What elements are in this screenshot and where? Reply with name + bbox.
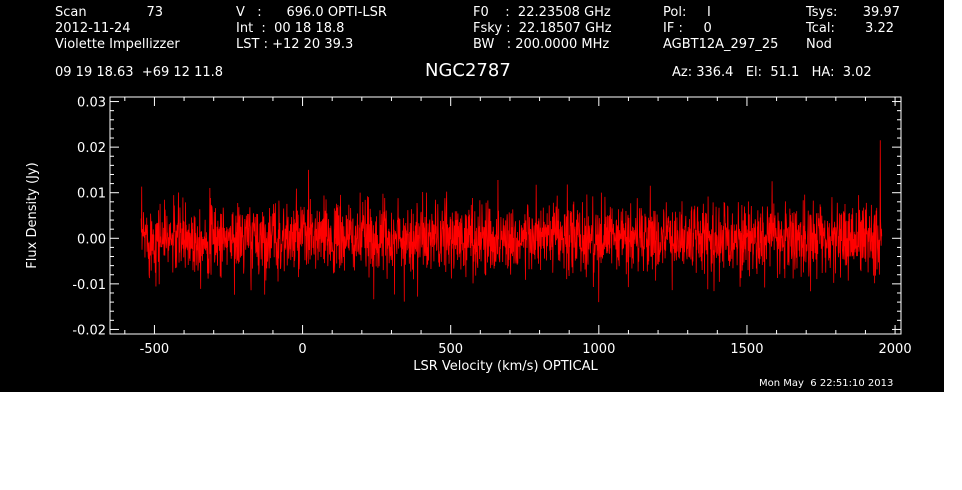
- scan-label: Scan: [55, 5, 87, 20]
- source-coordinates: 09 19 18.63 +69 12 11.8: [55, 65, 224, 80]
- plot-timestamp: Mon May 6 22:51:10 2013: [759, 378, 894, 389]
- observer-name: Violette Impellizzer: [55, 37, 180, 52]
- spectrum-trace-layer: [140, 140, 883, 303]
- y-axis-label: Flux Density (Jy): [25, 162, 40, 268]
- sky-frequency-line: Fsky : 22.18507 GHz: [473, 21, 612, 36]
- y-tick-label: 0.00: [77, 232, 106, 247]
- y-tick-label: -0.01: [72, 278, 106, 293]
- project-id: AGBT12A_297_25: [663, 37, 779, 52]
- tcal-label: Tcal:: [806, 21, 835, 36]
- lst-line: LST : +12 20 39.3: [236, 37, 354, 52]
- spectrum-plot-window: Scan 73 2012-11-24 Violette Impellizzer …: [0, 0, 944, 392]
- pointing-info: Az: 336.4 El: 51.1 HA: 3.02: [672, 65, 872, 80]
- x-tick-label: 1000: [582, 342, 615, 357]
- velocity-line: V : 696.0 OPTI-LSR: [236, 5, 387, 20]
- plot-frame: [109, 96, 902, 335]
- bandwidth-line: BW : 200.0000 MHz: [473, 37, 610, 52]
- spectrum-chart: -500 0 500 1000 1500 2000 -0.02 -0.01 0.00 0.01 0.…: [25, 96, 912, 374]
- tsys-label: Tsys:: [806, 5, 838, 20]
- axis-ticks: -500 0 500 1000 1500 2000 -0.02 -0.01 0.00 0.01 0.…: [72, 96, 911, 357]
- rest-frequency-line: F0 : 22.23508 GHz: [473, 5, 611, 20]
- x-tick-label: 2000: [879, 342, 912, 357]
- source-name-title: NGC2787: [425, 60, 511, 81]
- x-tick-label: 500: [438, 342, 463, 357]
- observation-date: 2012-11-24: [55, 21, 131, 36]
- y-tick-label: 0.01: [77, 187, 106, 202]
- tsys-value: 39.97: [862, 5, 900, 20]
- y-tick-label: -0.02: [72, 323, 106, 338]
- x-tick-label: 0: [298, 342, 306, 357]
- tcal-value: 3.22: [865, 21, 894, 36]
- x-tick-label: 1500: [730, 342, 763, 357]
- x-tick-label: -500: [140, 342, 170, 357]
- integration-time-line: Int : 00 18 18.8: [236, 21, 345, 36]
- scan-number: 73: [146, 5, 163, 20]
- spectrum-series-line: [140, 140, 883, 303]
- polarization-line: Pol: I: [663, 5, 711, 20]
- y-tick-label: 0.02: [77, 141, 106, 156]
- x-axis-label: LSR Velocity (km/s) OPTICAL: [413, 359, 598, 374]
- y-tick-label: 0.03: [77, 96, 106, 111]
- if-line: IF : 0: [663, 21, 712, 36]
- switching-mode: Nod: [806, 37, 832, 52]
